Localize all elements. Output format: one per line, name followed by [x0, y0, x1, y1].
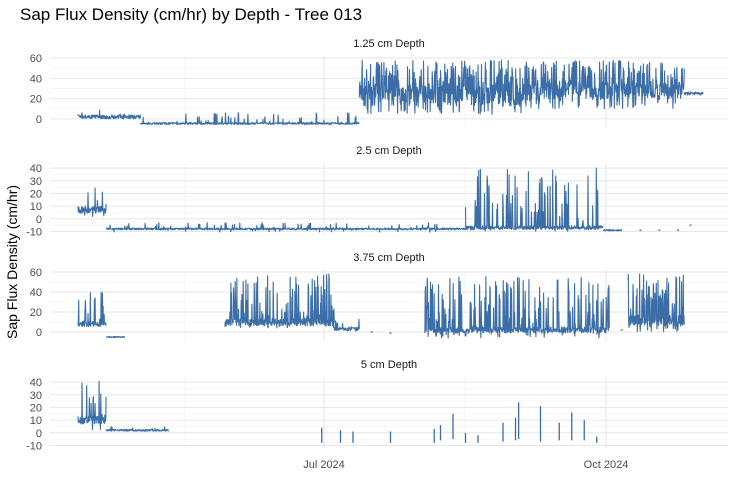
y-tick-label: 10	[30, 415, 42, 427]
series-line	[602, 229, 623, 232]
series-line	[77, 187, 107, 218]
y-tick-label: 20	[30, 188, 42, 200]
series-line	[464, 167, 604, 232]
y-tick-label: 60	[30, 267, 42, 279]
series-line	[627, 273, 685, 333]
series-line	[333, 318, 360, 332]
series-line	[224, 273, 335, 329]
series-line	[424, 276, 610, 339]
y-tick-label: 0	[36, 214, 42, 226]
y-tick-label: 30	[30, 390, 42, 402]
series-line	[105, 335, 126, 339]
y-tick-label: 30	[30, 176, 42, 188]
y-tick-label: 20	[30, 94, 42, 106]
series-line	[77, 109, 142, 120]
y-tick-label: 0	[36, 428, 42, 440]
panel-strip-label: 3.75 cm Depth	[353, 252, 425, 264]
series-line	[527, 59, 685, 110]
y-tick-label: 40	[30, 287, 42, 299]
series-line	[77, 291, 107, 328]
y-axis-label: Sap Flux Density (cm/hr)	[4, 185, 20, 339]
panel-3: 3.75 cm Depth 0 20 40 60	[30, 252, 728, 341]
x-tick-label: Oct 2024	[584, 459, 629, 471]
series-line	[139, 112, 360, 126]
y-tick-label: 40	[30, 377, 42, 389]
panel-strip-label: 5 cm Depth	[361, 359, 417, 371]
chart-title: Sap Flux Density (cm/hr) by Depth - Tree…	[20, 5, 362, 24]
y-tick-label: 20	[30, 402, 42, 414]
panel-strip-label: 1.25 cm Depth	[353, 38, 425, 50]
x-tick-label: Jul 2024	[303, 459, 345, 471]
series-line	[105, 426, 169, 432]
panel-1: 1.25 cm Depth 0 20 40 60	[30, 38, 728, 127]
series-line	[77, 380, 107, 430]
series-line	[358, 59, 467, 115]
y-tick-label: 0	[36, 114, 42, 126]
y-tick-label: 0	[36, 327, 42, 339]
y-tick-label: 40	[30, 73, 42, 85]
series-line	[683, 91, 704, 96]
y-tick-label: -10	[26, 226, 42, 238]
y-tick-label: -10	[26, 440, 42, 452]
y-tick-label: 10	[30, 201, 42, 213]
y-tick-label: 40	[30, 163, 42, 175]
y-tick-label: 60	[30, 53, 42, 65]
series-line	[105, 222, 466, 233]
panel-strip-label: 2.5 cm Depth	[356, 145, 421, 157]
y-tick-label: 20	[30, 307, 42, 319]
series-line	[464, 59, 529, 115]
